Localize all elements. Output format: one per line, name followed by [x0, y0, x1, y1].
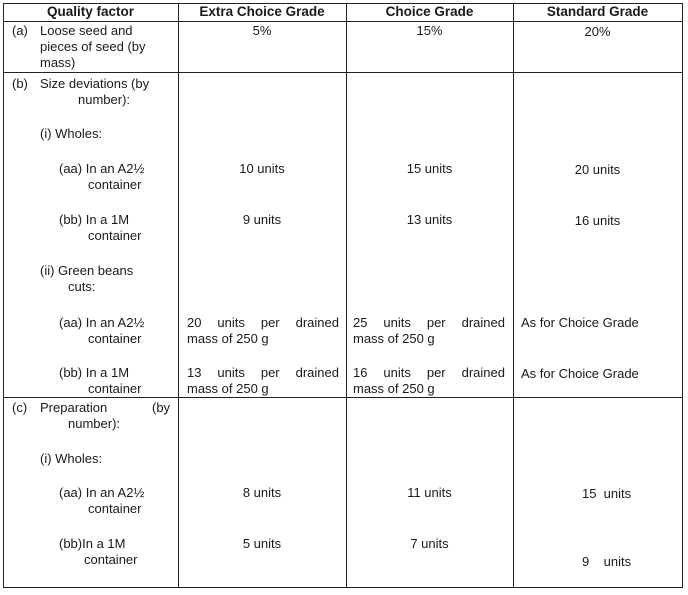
row-a-bottom-border	[3, 72, 683, 73]
row-a-extra: 5%	[252, 23, 272, 38]
row-c-bb-standard: 9 units	[582, 554, 632, 569]
row-b-i-bb-standard: 16 units	[574, 213, 621, 228]
row-b-label-2: number):	[78, 92, 131, 107]
row-c-i-label: (i) Wholes:	[40, 451, 103, 466]
row-b-ii-bb-choice-1: 16 units per drained	[353, 365, 505, 380]
row-c-bb-choice: 7 units	[410, 536, 449, 551]
row-b-i-aa-choice: 15 units	[406, 161, 453, 176]
row-c-label-2: number):	[68, 416, 121, 431]
table-bottom-border	[3, 587, 683, 588]
row-b-ii-bb-standard: As for Choice Grade	[521, 366, 639, 381]
row-b-i-aa-extra: 10 units	[239, 161, 285, 176]
table-top-border	[3, 3, 683, 4]
row-a-letter: (a)	[12, 23, 28, 38]
row-b-letter: (b)	[12, 76, 28, 91]
row-c-aa-choice: 11 units	[407, 485, 452, 500]
row-b-i-bb-choice: 13 units	[406, 212, 453, 227]
row-c-bb-2: container	[84, 552, 138, 567]
row-c-label-1b: (by	[152, 400, 171, 415]
row-c-bb-1: (bb)In a 1M	[59, 536, 126, 551]
row-b-ii-bb-2: container	[88, 381, 142, 396]
row-b-i-aa-2: container	[88, 177, 142, 192]
row-b-ii-aa-extra-2: mass of 250 g	[187, 331, 269, 346]
row-b-ii-aa-standard: As for Choice Grade	[521, 315, 639, 330]
row-b-ii-aa-extra-1: 20 units per drained	[187, 315, 339, 330]
row-b-i-label: (i) Wholes:	[40, 126, 103, 141]
row-b-ii-bb-1: (bb) In a 1M	[59, 365, 130, 380]
col-divider-2	[346, 3, 347, 588]
row-a-label-2: pieces of seed (by	[40, 39, 146, 54]
row-b-i-bb-extra: 9 units	[242, 212, 282, 227]
row-b-ii-aa-1: (aa) In an A2½	[59, 315, 145, 330]
row-c-aa-2: container	[88, 501, 142, 516]
table-left-border	[3, 3, 4, 588]
row-b-ii-aa-2: container	[88, 331, 142, 346]
row-b-i-aa-1: (aa) In an A2½	[59, 161, 145, 176]
row-c-label-1a: Preparation	[40, 400, 108, 415]
row-b-ii-bb-extra-1: 13 units per drained	[187, 365, 339, 380]
row-b-ii-aa-choice-2: mass of 250 g	[353, 331, 435, 346]
row-c-aa-extra: 8 units	[242, 485, 282, 500]
col-divider-1	[178, 3, 179, 588]
row-b-ii-bb-extra-2: mass of 250 g	[187, 381, 269, 396]
header-quality-factor: Quality factor	[46, 4, 135, 19]
row-c-aa-1: (aa) In an A2½	[59, 485, 145, 500]
header-bottom-border	[3, 21, 683, 22]
row-b-label-1: Size deviations (by	[40, 76, 150, 91]
row-a-standard: 20%	[584, 24, 611, 39]
row-c-aa-standard: 15 units	[582, 486, 632, 501]
table-right-border	[682, 3, 683, 588]
row-a-label-1: Loose seed and	[40, 23, 133, 38]
header-choice: Choice Grade	[385, 4, 474, 19]
row-b-i-aa-standard: 20 units	[574, 162, 621, 177]
row-b-ii-bb-choice-2: mass of 250 g	[353, 381, 435, 396]
header-standard: Standard Grade	[546, 4, 649, 19]
row-a-label-3: mass)	[40, 55, 76, 70]
row-b-bottom-border	[3, 397, 683, 398]
row-c-bb-extra: 5 units	[242, 536, 282, 551]
row-b-ii-aa-choice-1: 25 units per drained	[353, 315, 505, 330]
row-a-choice: 15%	[416, 23, 443, 38]
header-extra-choice: Extra Choice Grade	[199, 4, 325, 19]
row-c-letter: (c)	[12, 400, 28, 415]
row-b-ii-label-2: cuts:	[68, 279, 96, 294]
row-b-i-bb-1: (bb) In a 1M	[59, 212, 130, 227]
row-b-i-bb-2: container	[88, 228, 142, 243]
row-b-ii-label-1: (ii) Green beans	[40, 263, 134, 278]
col-divider-3	[513, 3, 514, 588]
